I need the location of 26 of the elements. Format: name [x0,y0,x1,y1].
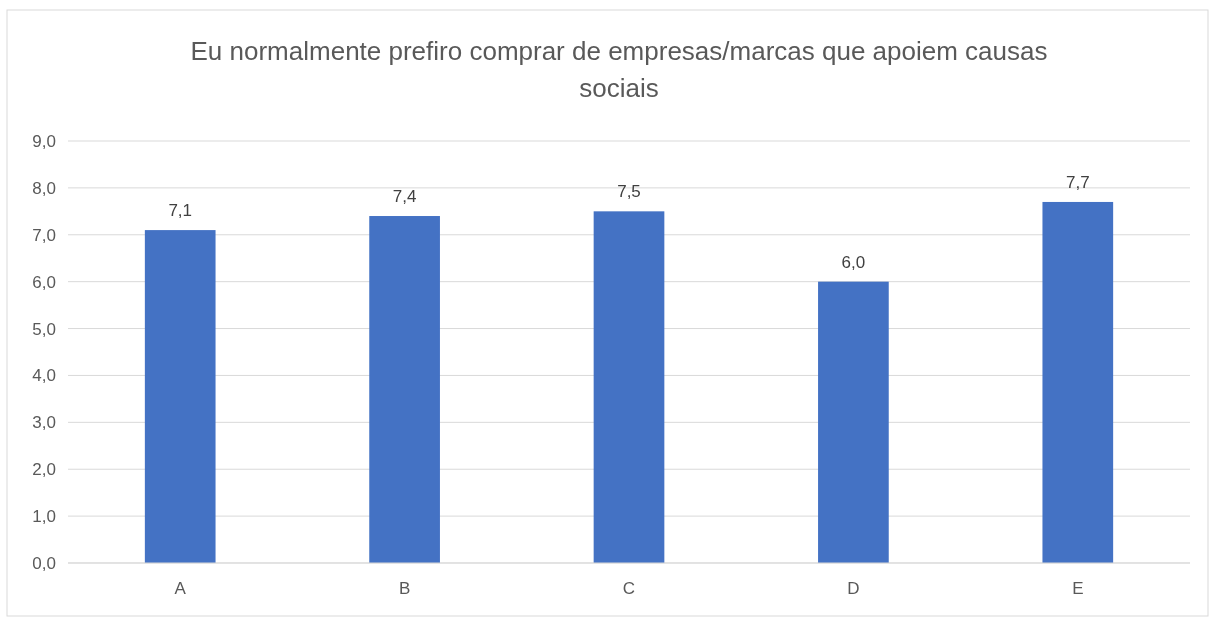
chart-title: Eu normalmente prefiro comprar de empresas/marcas que apoiem causas sociais [190,36,1048,103]
data-label: 7,7 [1065,172,1090,192]
y-tick-label: 2,0 [32,460,56,480]
x-tick-label: B [398,579,411,598]
y-tick-label: 0,0 [32,553,56,573]
bar [369,216,440,563]
y-tick-label: 1,0 [32,507,56,527]
data-label: 7,4 [392,187,417,207]
y-tick-label: 6,0 [32,272,56,292]
y-tick-label: 7,0 [32,225,56,245]
x-tick-label: A [174,579,187,598]
y-tick-label: 8,0 [32,178,56,198]
x-tick-label: D [847,579,860,598]
bar [818,281,889,563]
data-label: 7,1 [168,201,193,221]
data-label: 7,5 [617,182,641,202]
bar [144,230,216,563]
bar [593,211,665,563]
bar [1042,201,1114,563]
y-tick-label: 5,0 [32,319,56,339]
x-tick-label: E [1072,579,1084,598]
y-tick-label: 3,0 [32,413,56,433]
data-label: 6,0 [841,252,866,272]
x-tick-label: C [622,579,636,598]
y-tick-label: 4,0 [32,366,56,386]
y-tick-label: 9,0 [32,131,56,151]
